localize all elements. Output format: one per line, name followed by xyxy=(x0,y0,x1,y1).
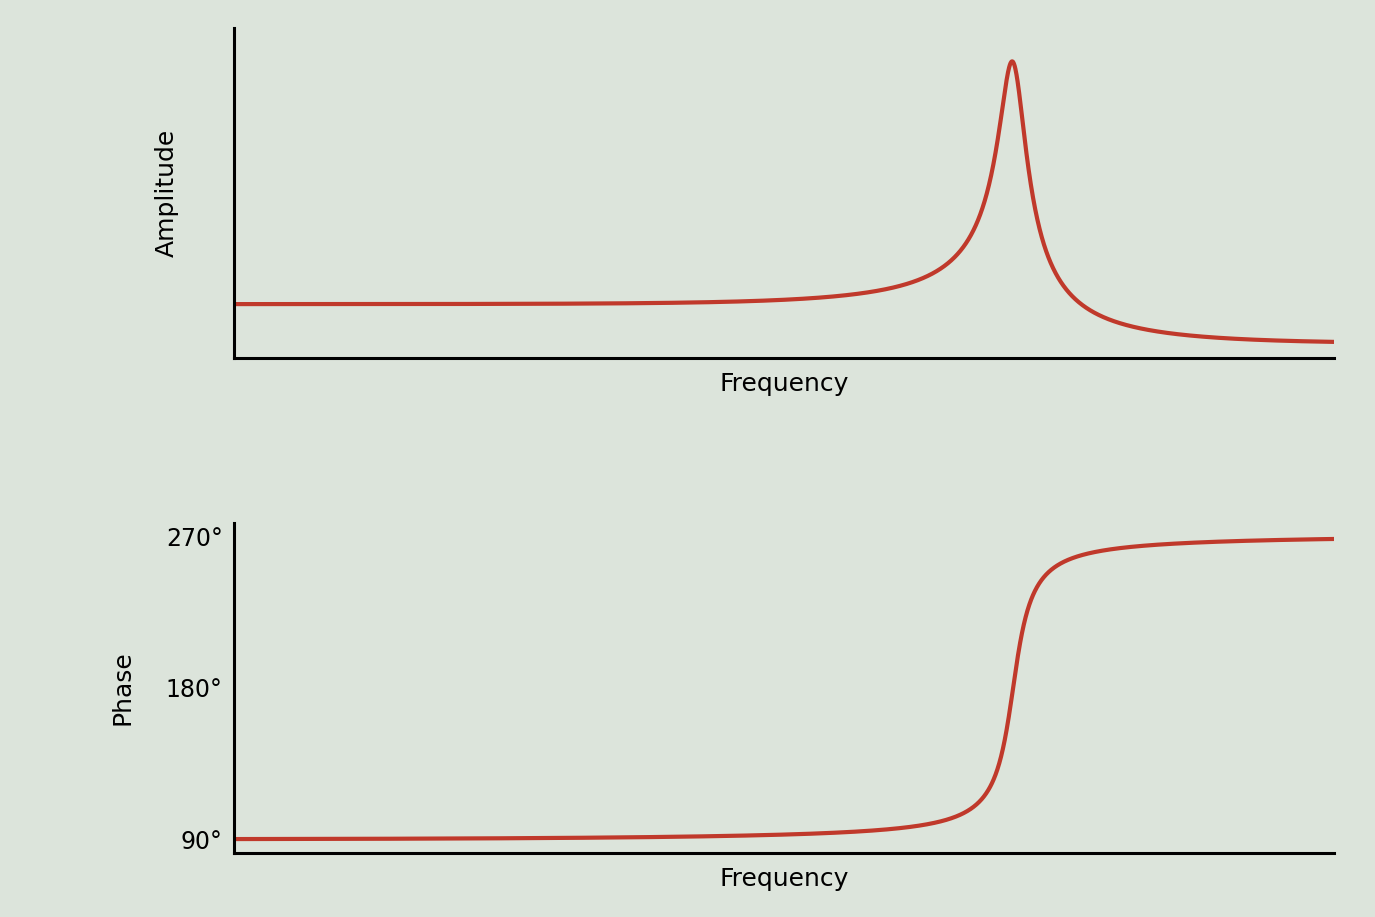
Y-axis label: Amplitude: Amplitude xyxy=(155,128,179,257)
X-axis label: Frequency: Frequency xyxy=(719,867,848,890)
Y-axis label: Phase: Phase xyxy=(111,650,135,725)
X-axis label: Frequency: Frequency xyxy=(719,371,848,395)
